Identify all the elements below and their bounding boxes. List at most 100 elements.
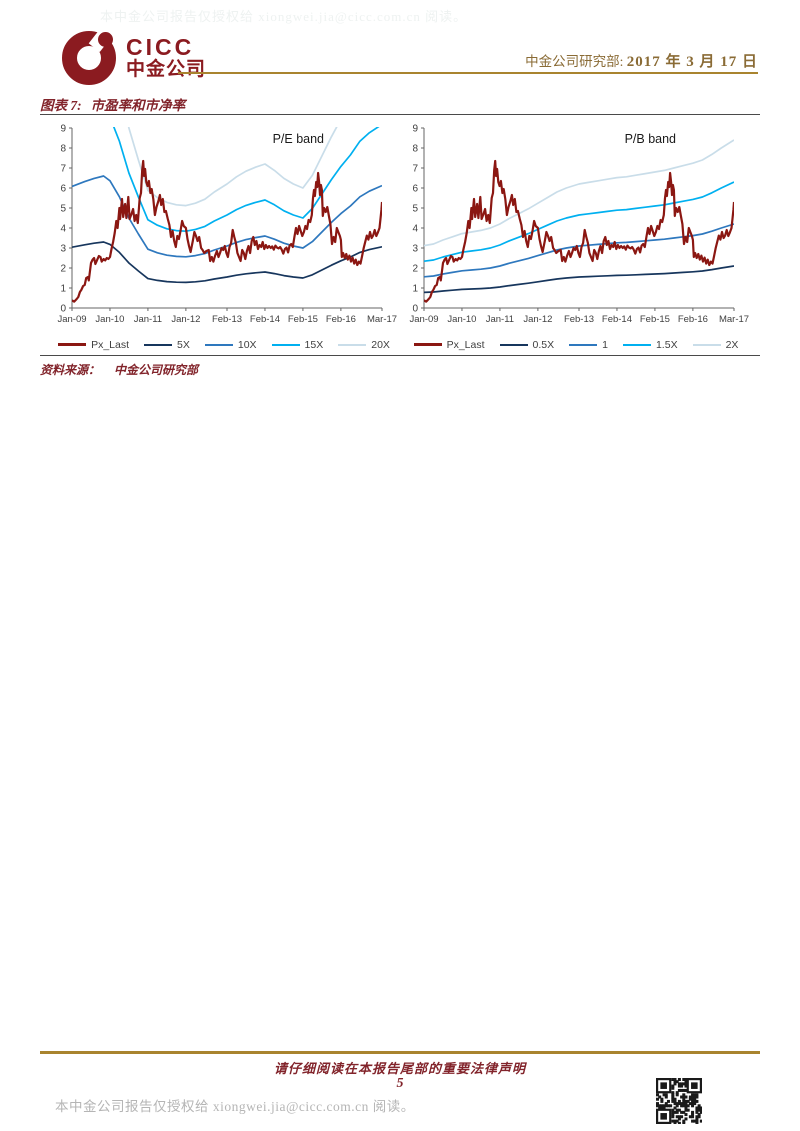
qr-code [656, 1078, 703, 1125]
svg-text:Mar-17: Mar-17 [367, 314, 397, 325]
logo-text: CICC 中金公司 [126, 33, 207, 81]
legend-item: 0.5X [499, 338, 555, 351]
legend-label: 1.5X [655, 338, 678, 351]
svg-text:8: 8 [60, 144, 66, 155]
svg-text:Jan-10: Jan-10 [447, 314, 476, 325]
source-row: 资料来源： 中金公司研究部 [40, 355, 760, 378]
report-date: 2017 年 3 月 17 日 [626, 54, 758, 70]
pe-band-chart: 0 1 2 3 4 5 6 7 8 9 Jan-09 Jan-10 Jan-11 Jan-12 Feb-13… [48, 118, 400, 352]
svg-text:2: 2 [60, 264, 66, 275]
header-dept-date: 中金公司研究部: 2017 年 3 月 17 日 [525, 50, 758, 71]
top-watermark: 本中金公司报告仅授权给 xiongwei.jia@cicc.com.cn 阅读。 [100, 9, 468, 24]
pe-band-legend: Px_Last 5X 10X 15X 20X [48, 337, 400, 352]
svg-text:Feb-14: Feb-14 [602, 314, 632, 325]
legend-label: 10X [237, 338, 257, 351]
legend-swatch [338, 343, 367, 346]
dept-label: 中金公司研究部: [525, 54, 624, 69]
svg-text:Mar-17: Mar-17 [719, 314, 749, 325]
logo-text-en: CICC [126, 33, 195, 60]
svg-text:2: 2 [412, 264, 418, 275]
svg-text:7: 7 [60, 164, 66, 175]
pb-band-chart: 0 1 2 3 4 5 6 7 8 9 Jan-09 Jan-10 Jan-11 Jan-12 Feb-13… [400, 118, 752, 352]
cicc-logo: CICC 中金公司 [62, 26, 207, 85]
svg-text:6: 6 [60, 184, 66, 195]
footer-watermark: 本中金公司报告仅授权给 xiongwei.jia@cicc.com.cn 阅读。 [55, 1099, 415, 1114]
legend-swatch [204, 343, 233, 346]
svg-text:3: 3 [412, 244, 418, 255]
svg-text:1: 1 [412, 284, 418, 295]
figure-title: 图表 7: 市盈率和市净率 [40, 94, 185, 114]
legend-item: 1 [569, 339, 608, 351]
legend-swatch [692, 343, 721, 346]
svg-text:9: 9 [60, 124, 66, 135]
legend-label: Px_Last [91, 338, 130, 351]
legend-item: 5X [144, 339, 190, 351]
footer-rule [40, 1051, 760, 1054]
legend-label: 1 [602, 338, 608, 351]
page-number: 5 [396, 1076, 404, 1091]
legend-swatch [499, 343, 528, 346]
legend-swatch [58, 343, 87, 346]
legend-item: Px_Last [413, 338, 485, 351]
cicc-logo-icon [62, 26, 116, 85]
pe-band-plot: 0 1 2 3 4 5 6 7 8 9 Jan-09 Jan-10 Jan-11 Jan-12 Feb-13… [48, 118, 400, 335]
legend-swatch [144, 343, 173, 346]
svg-text:0: 0 [60, 304, 66, 315]
figure-label: 图表 7: [40, 98, 82, 113]
svg-text:Feb-15: Feb-15 [640, 314, 670, 325]
svg-text:5: 5 [60, 204, 66, 215]
charts-row: 0 1 2 3 4 5 6 7 8 9 Jan-09 Jan-10 Jan-11 Jan-12 Feb-13… [48, 118, 752, 352]
figure-rule [40, 114, 760, 115]
legend-label: 0.5X [532, 338, 555, 351]
svg-text:6: 6 [412, 184, 418, 195]
svg-text:Jan-12: Jan-12 [171, 314, 200, 325]
logo-text-cn: 中金公司 [126, 58, 207, 80]
legend-swatch [569, 343, 598, 346]
svg-text:Jan-09: Jan-09 [409, 314, 438, 325]
svg-text:4: 4 [412, 224, 418, 235]
svg-text:3: 3 [60, 244, 66, 255]
legend-label: 15X [304, 338, 324, 351]
svg-text:Feb-15: Feb-15 [288, 314, 318, 325]
svg-text:0: 0 [412, 304, 418, 315]
svg-text:4: 4 [60, 224, 66, 235]
figure-title-text: 市盈率和市净率 [90, 98, 186, 113]
svg-text:Jan-10: Jan-10 [95, 314, 124, 325]
legend-item: 10X [204, 338, 257, 351]
svg-text:Jan-11: Jan-11 [134, 314, 162, 325]
legend-label: 20X [371, 338, 390, 351]
svg-text:P/E band: P/E band [273, 132, 324, 146]
pb-band-plot: 0 1 2 3 4 5 6 7 8 9 Jan-09 Jan-10 Jan-11 Jan-12 Feb-13… [400, 118, 752, 335]
svg-text:Feb-16: Feb-16 [678, 314, 708, 325]
legend-swatch [271, 343, 300, 346]
legend-label: Px_Last [446, 338, 485, 351]
header-rule [178, 72, 758, 74]
svg-text:Jan-12: Jan-12 [523, 314, 552, 325]
svg-text:Feb-13: Feb-13 [564, 314, 594, 325]
footer-legal-notice: 请仔细阅读在本报告尾部的重要法律声明 [273, 1061, 526, 1076]
svg-text:9: 9 [412, 124, 418, 135]
svg-text:Jan-11: Jan-11 [486, 314, 514, 325]
svg-text:Feb-13: Feb-13 [212, 314, 242, 325]
svg-text:5: 5 [412, 204, 418, 215]
svg-text:1: 1 [60, 284, 66, 295]
svg-text:Jan-09: Jan-09 [57, 314, 86, 325]
svg-text:7: 7 [412, 164, 418, 175]
svg-text:Feb-16: Feb-16 [326, 314, 356, 325]
legend-item: 15X [271, 338, 324, 351]
legend-label: 5X [177, 338, 190, 351]
source-label: 资料来源： [40, 363, 101, 377]
legend-swatch [622, 343, 651, 346]
svg-text:Feb-14: Feb-14 [250, 314, 280, 325]
legend-item: Px_Last [58, 339, 129, 351]
legend-item: 1.5X [622, 338, 678, 351]
legend-swatch [413, 343, 442, 346]
svg-text:P/B band: P/B band [625, 132, 676, 146]
legend-label: 2X [725, 338, 739, 351]
legend-item: 20X [338, 339, 390, 351]
pb-band-legend: Px_Last 0.5X 1 1.5X 2X [400, 337, 752, 352]
legend-item: 2X [692, 338, 739, 351]
svg-text:8: 8 [412, 144, 418, 155]
source-value: 中金公司研究部 [114, 363, 199, 377]
